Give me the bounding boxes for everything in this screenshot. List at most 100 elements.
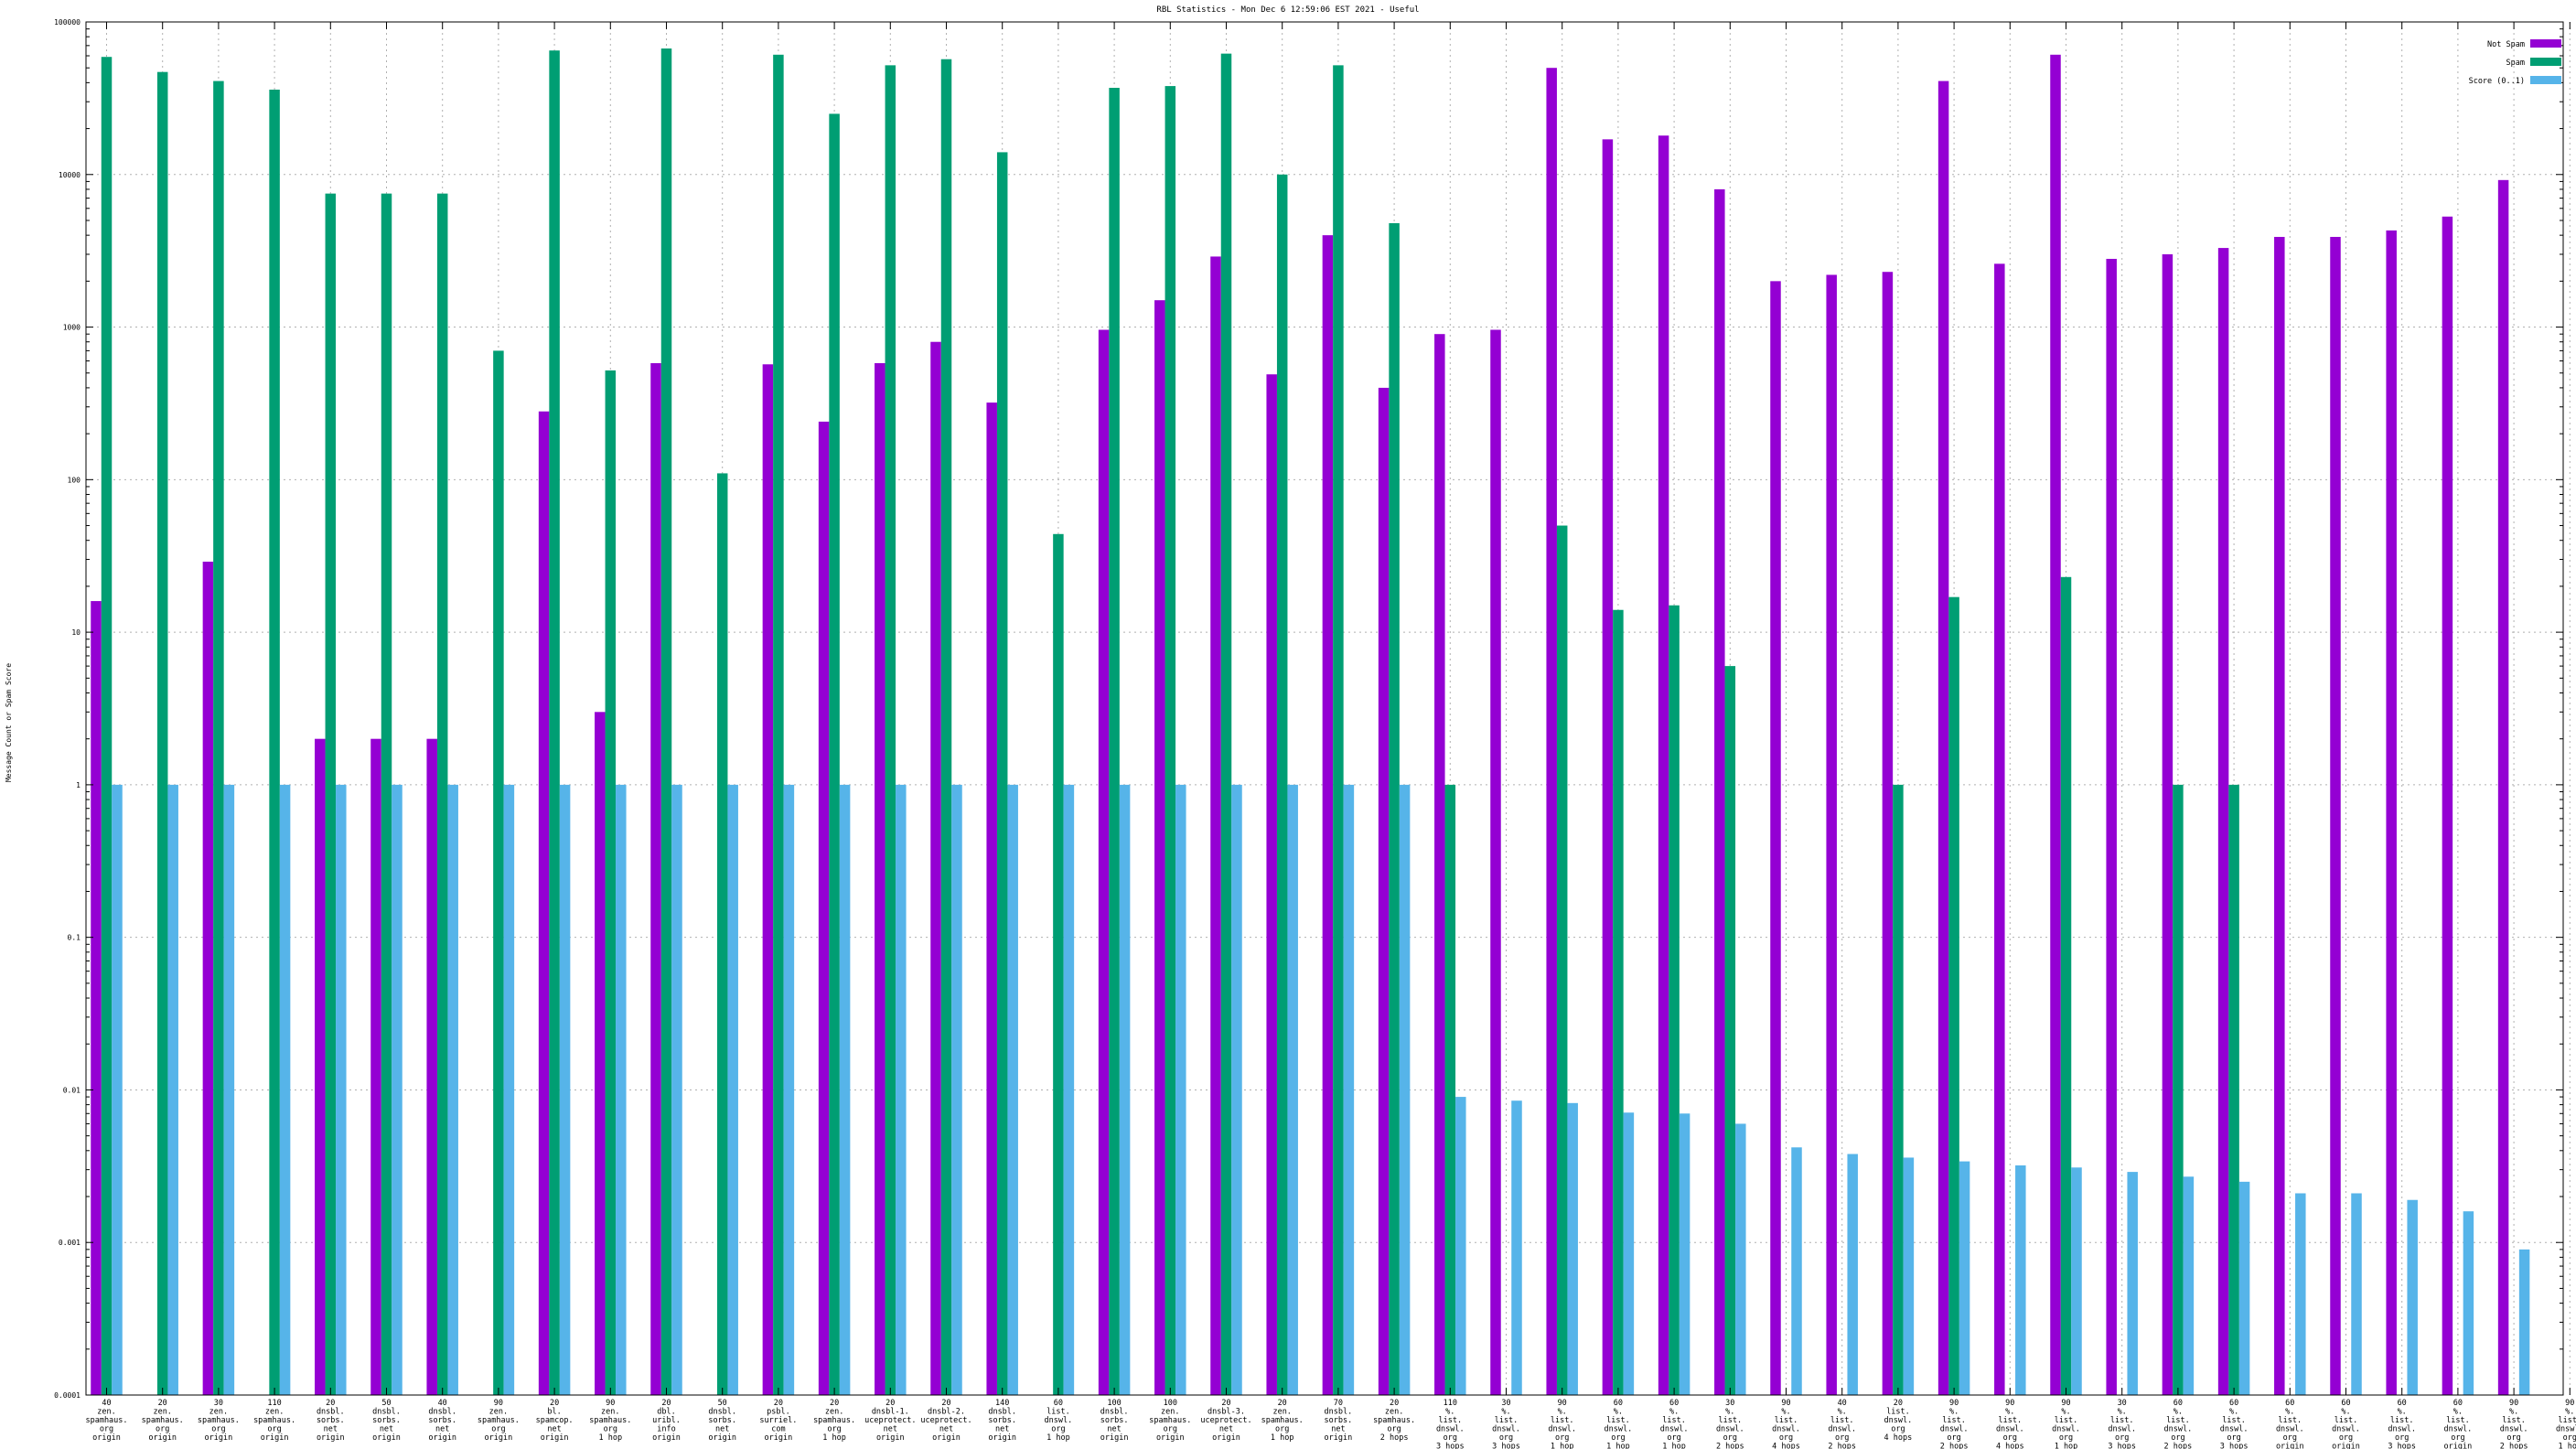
x-category-label-line: spamhaus. [589, 1416, 631, 1425]
bar-spam [773, 54, 784, 1395]
x-category-label-line: 60 [2174, 1399, 2183, 1408]
x-category-label-line: 60 [1054, 1399, 1063, 1408]
x-category-label-line: 90 [1558, 1399, 1567, 1408]
bar-spam [156, 71, 168, 1396]
x-category-label-line: dnsbl. [1100, 1408, 1129, 1417]
bar-score-0-1 [112, 784, 123, 1395]
x-category-label-line: origin [2332, 1443, 2360, 1449]
x-category-label-line: net [1107, 1425, 1121, 1434]
bar-score-0-1 [1175, 784, 1186, 1395]
x-category-label-line: org [1667, 1433, 1680, 1443]
x-category-label-line: 90 [2509, 1399, 2518, 1408]
bar-score-0-1 [503, 784, 515, 1395]
x-category-label-line: 4 hops [1772, 1443, 1800, 1449]
bar-not-spam [818, 421, 830, 1395]
x-category-label-line: 20 [886, 1399, 895, 1408]
x-category-label-line: org [2339, 1433, 2353, 1443]
x-category-label-line: origin [1100, 1433, 1129, 1443]
x-category-label: 20 list. dnswl. org 4 hops [1884, 1399, 1913, 1443]
bar-spam [436, 193, 448, 1396]
bar-score-0-1 [2127, 1172, 2138, 1395]
x-category-label-line: dnsbl. [317, 1408, 345, 1417]
x-category-label-line: list. [1551, 1416, 1574, 1425]
x-category-label: 20 dnsbl-3. uceprotect. net origin [1200, 1399, 1251, 1443]
x-category-label-line: 60 [2285, 1399, 2294, 1408]
x-category-label-line: 1 hop [822, 1433, 846, 1443]
x-category-label-line: 4 hops [1996, 1443, 2024, 1449]
bar-score-0-1 [1679, 1113, 1690, 1395]
bar-score-0-1 [616, 784, 627, 1395]
x-category-label-line: list. [1830, 1416, 1854, 1425]
bar-score-0-1 [2238, 1181, 2250, 1395]
x-category-label-line: origin [485, 1433, 513, 1443]
x-category-label-line: org [827, 1425, 841, 1434]
x-category-label: 60%. list. dnswl. org 1 hop [1605, 1399, 1633, 1449]
bar-score-0-1 [896, 784, 907, 1395]
x-category-label-line: list. [1942, 1416, 1966, 1425]
bar-spam [1444, 784, 1456, 1395]
bar-score-0-1 [1231, 784, 1242, 1395]
x-category-label-line: 3 hops [2108, 1443, 2136, 1449]
x-category-label-line: 1 hop [1551, 1443, 1574, 1449]
x-category-label-line: org [1891, 1425, 1905, 1434]
x-category-label: 110 zen. spamhaus. org origin [253, 1399, 295, 1443]
x-category-label-line: dnswl. [2220, 1425, 2249, 1434]
x-category-label-line: org [2059, 1433, 2073, 1443]
y-tick-label: 0.1 [68, 934, 81, 942]
x-category-label-line: %. [1558, 1408, 1567, 1417]
legend-label: Score (0..1) [2469, 77, 2525, 86]
bar-score-0-1 [392, 784, 402, 1395]
x-category-label-line: org [2003, 1433, 2017, 1443]
x-category-label-line: 1 hop [1271, 1433, 1294, 1443]
x-category-label-line: 1 hop [599, 1433, 623, 1443]
x-category-label-line: spamhaus. [1149, 1416, 1191, 1425]
bar-spam [1333, 65, 1344, 1395]
x-category-label-line: list. [2390, 1416, 2414, 1425]
bar-score-0-1 [1399, 784, 1411, 1395]
x-category-label-line: dnswl. [1492, 1425, 1520, 1434]
bar-score-0-1 [559, 784, 571, 1395]
x-category-label-line: 30 [214, 1399, 223, 1408]
x-category-label-line: %. [2118, 1408, 2127, 1417]
x-category-label-line: %. [2453, 1408, 2463, 1417]
x-category-label-line: 3 hops [2220, 1443, 2249, 1449]
bar-not-spam [370, 738, 381, 1395]
bar-not-spam [2050, 54, 2061, 1395]
x-category-label-line: %. [1838, 1408, 1847, 1417]
x-category-label-line: zen. [265, 1408, 284, 1417]
y-axis-label: Message Count or Spam Score [5, 663, 13, 782]
x-category-label-line: surriel. [759, 1416, 797, 1425]
bar-not-spam [986, 402, 997, 1395]
bar-not-spam [315, 738, 326, 1395]
x-category-label-line: dnswl. [1772, 1425, 1800, 1434]
bar-not-spam [1714, 188, 1725, 1396]
x-category-label-line: org [604, 1425, 617, 1434]
bar-score-0-1 [223, 784, 235, 1395]
x-category-label-line: 50 [718, 1399, 727, 1408]
x-category-label-line: list. [2166, 1416, 2190, 1425]
x-category-label-line: spamhaus. [1261, 1416, 1304, 1425]
x-category-label: 100 zen. spamhaus. org origin [1149, 1399, 1191, 1443]
legend-swatch [2530, 58, 2561, 66]
x-category-label-line: 40 [438, 1399, 447, 1408]
bar-score-0-1 [2407, 1199, 2418, 1395]
x-category-label-line: origin [541, 1433, 569, 1443]
x-category-label: 60 list. dnswl. org 1 hop [1045, 1399, 1073, 1443]
x-category-label-line: org [1164, 1425, 1177, 1434]
x-category-label: 90%. list. dnswl. org 4 hops [1772, 1399, 1800, 1449]
bar-not-spam [1882, 272, 1894, 1395]
bar-spam [213, 80, 224, 1395]
bar-not-spam [2386, 230, 2397, 1395]
bar-spam [1613, 609, 1624, 1395]
y-tick-label: 100000 [54, 18, 80, 27]
x-category-label-line: 70 [1334, 1399, 1343, 1408]
bar-spam [2173, 784, 2184, 1395]
x-category-label-line: 30 [2118, 1399, 2127, 1408]
bar-series [91, 48, 2530, 1396]
x-category-label: 90%. list. dnswl. org 2 hops [2500, 1399, 2528, 1449]
x-category-label-line: org [267, 1425, 281, 1434]
x-category-label: 40 zen. spamhaus. org origin [85, 1399, 127, 1443]
